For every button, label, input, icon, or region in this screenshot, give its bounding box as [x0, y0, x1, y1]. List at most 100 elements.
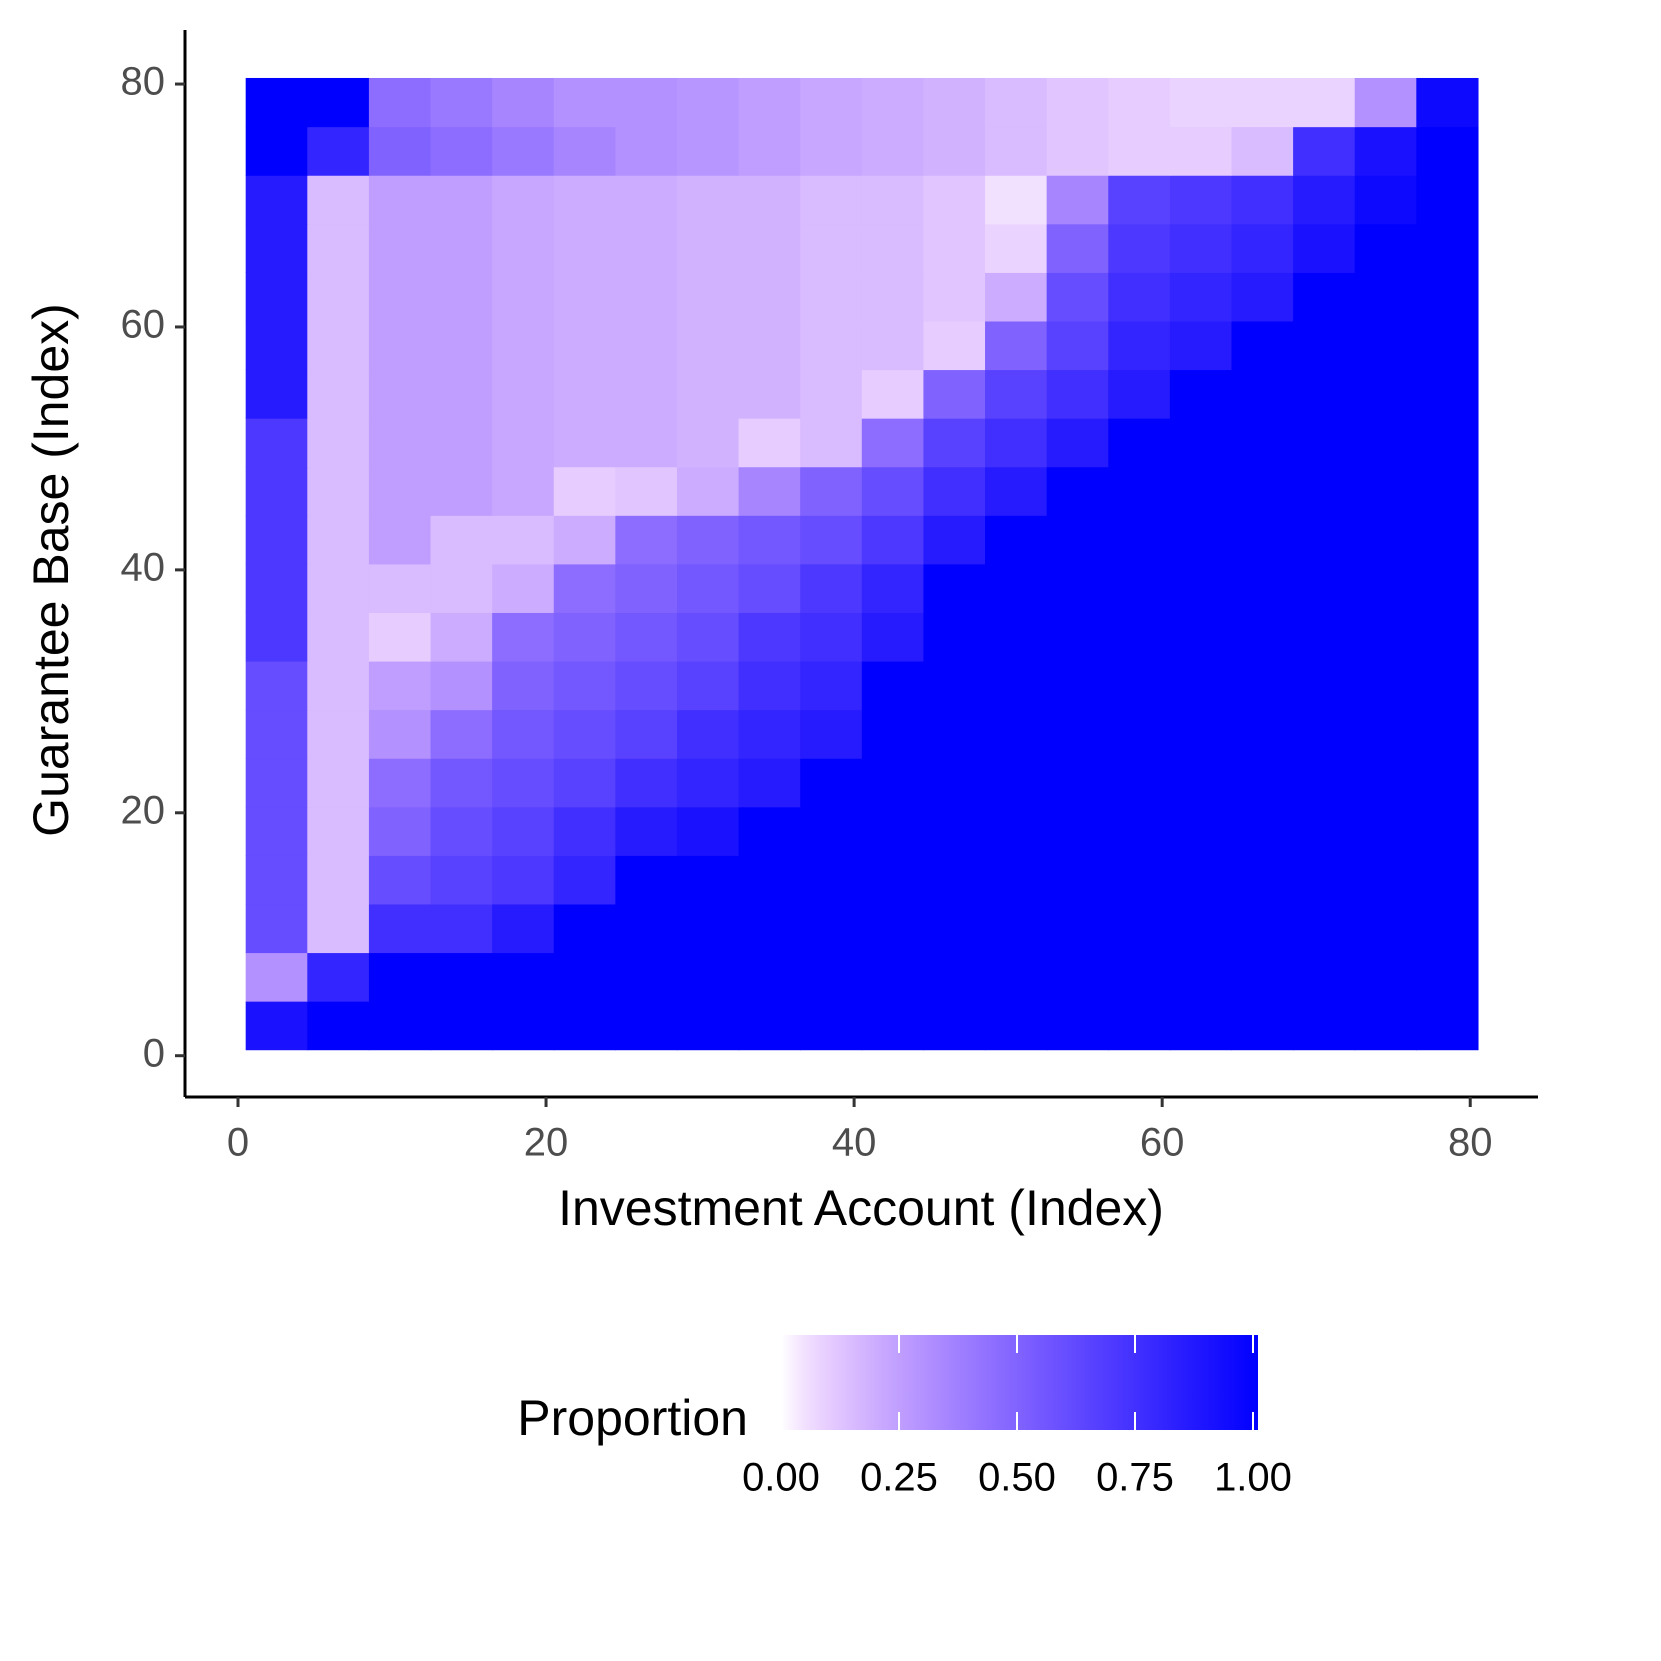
heat-cell — [861, 126, 925, 176]
heat-cell — [430, 223, 493, 273]
heat-cell — [738, 806, 801, 856]
heat-cell — [615, 660, 678, 711]
heat-cell — [1108, 77, 1171, 128]
heat-cell — [1046, 515, 1109, 565]
heat-cell — [1046, 855, 1109, 905]
heat-cell — [1293, 1001, 1356, 1051]
heat-cell — [307, 709, 370, 759]
heat-cell — [1108, 660, 1171, 711]
heat-cell — [553, 466, 616, 516]
heat-cell — [368, 709, 432, 759]
heat-cell — [492, 369, 555, 419]
heat-cell — [800, 806, 863, 856]
heat-cell — [1046, 563, 1109, 613]
heat-cell — [1416, 515, 1479, 565]
heat-cell — [1293, 709, 1356, 759]
heat-cell — [1108, 952, 1171, 1002]
heat-cell — [553, 563, 616, 613]
heat-cell — [430, 175, 493, 225]
heat-cell — [1354, 418, 1417, 468]
heat-cell — [1354, 466, 1417, 516]
heat-cell — [1108, 223, 1171, 273]
heat-cell — [1108, 612, 1171, 662]
x-tick-label: 80 — [1448, 1121, 1493, 1165]
heat-cell — [985, 77, 1048, 128]
heat-cell — [368, 660, 432, 711]
heat-cell — [245, 369, 308, 419]
heat-cell — [245, 1001, 308, 1051]
heat-cell — [1108, 806, 1171, 856]
heat-cell — [676, 175, 740, 225]
heat-cell — [1169, 466, 1233, 516]
heat-cell — [430, 855, 493, 905]
heat-cell — [1231, 806, 1294, 856]
heat-cell — [615, 418, 678, 468]
heat-cell — [1231, 223, 1294, 273]
heat-cell — [985, 903, 1048, 954]
heat-cell — [1046, 806, 1109, 856]
heat-cell — [985, 418, 1048, 468]
heat-cell — [923, 1001, 986, 1051]
heat-cell — [1293, 903, 1356, 954]
heat-cell — [861, 563, 925, 613]
heat-cell — [1416, 612, 1479, 662]
heat-cell — [1416, 126, 1479, 176]
heat-cell — [676, 369, 740, 419]
heat-cell — [800, 418, 863, 468]
heat-cell — [1108, 126, 1171, 176]
heat-cell — [615, 855, 678, 905]
heat-cell — [368, 952, 432, 1002]
heat-cell — [245, 272, 308, 322]
heat-cell — [492, 223, 555, 273]
heat-cell — [430, 806, 493, 856]
y-axis-title: Guarantee Base (Index) — [23, 303, 79, 837]
heat-cell — [245, 77, 308, 128]
heat-cell — [430, 612, 493, 662]
heat-cell — [1046, 77, 1109, 128]
heat-cell — [492, 515, 555, 565]
heat-cell — [1169, 369, 1233, 419]
heat-cell — [923, 175, 986, 225]
heat-cell — [1169, 1001, 1233, 1051]
heat-cell — [245, 466, 308, 516]
heat-cell — [1416, 709, 1479, 759]
heat-cell — [307, 272, 370, 322]
heat-cell — [307, 855, 370, 905]
heat-cell — [861, 223, 925, 273]
heat-cell — [738, 369, 801, 419]
colorbar-tick-label: 0.00 — [742, 1456, 820, 1500]
heat-cell — [492, 1001, 555, 1051]
heat-cell — [430, 903, 493, 954]
heat-cell — [1169, 272, 1233, 322]
heat-cell — [676, 272, 740, 322]
heat-cell — [1046, 660, 1109, 711]
heat-cell — [800, 903, 863, 954]
heat-cell — [553, 758, 616, 808]
heat-cell — [1231, 466, 1294, 516]
heat-cell — [800, 175, 863, 225]
heat-cell — [1231, 903, 1294, 954]
heat-cell — [245, 515, 308, 565]
heat-cell — [368, 369, 432, 419]
heat-cell — [615, 466, 678, 516]
heat-cell — [738, 320, 801, 371]
heat-cell — [492, 126, 555, 176]
heat-cell — [738, 855, 801, 905]
heat-cell — [1293, 126, 1356, 176]
heat-cell — [738, 175, 801, 225]
x-tick-label: 20 — [524, 1121, 569, 1165]
heat-cell — [492, 903, 555, 954]
heat-cell — [553, 77, 616, 128]
x-tick-label: 40 — [832, 1121, 877, 1165]
heat-cell — [1293, 758, 1356, 808]
heat-cell — [368, 806, 432, 856]
heat-cell — [307, 320, 370, 371]
heat-cell — [1293, 418, 1356, 468]
heat-cell — [985, 320, 1048, 371]
heat-cell — [923, 515, 986, 565]
heat-cell — [923, 903, 986, 954]
heat-cell — [307, 126, 370, 176]
heat-cell — [492, 952, 555, 1002]
heat-cell — [1108, 709, 1171, 759]
